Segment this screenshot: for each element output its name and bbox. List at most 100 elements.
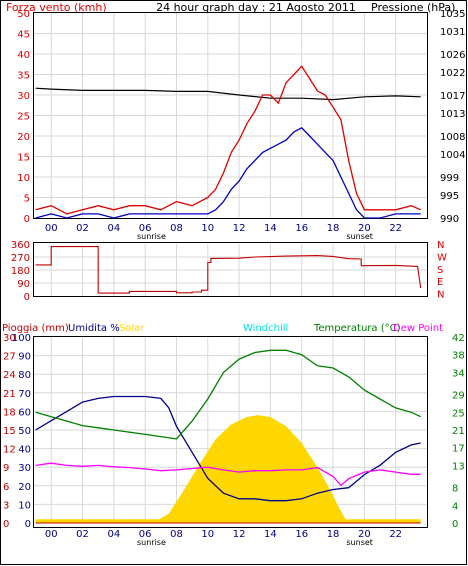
wind-time-tick: 08	[170, 223, 183, 234]
wind-speed-tick: 50	[17, 9, 30, 20]
humidity-tick: 40	[18, 445, 31, 456]
dew-point-line	[35, 462, 421, 487]
climate-time-tick: 02	[76, 529, 89, 540]
pressure-title: Pressione (hPa)	[371, 1, 455, 14]
pressure-tick: 1004	[440, 150, 465, 161]
direction-panel-grid	[34, 244, 427, 296]
pressure-tick: 995	[440, 191, 459, 202]
pressure-tick: 990	[440, 214, 459, 225]
legend-rain: Pioggia (mm)	[2, 323, 69, 334]
climate-panel-time-axis: 00 02 04 06 08 10 12 14 16 18 20 22 sunrise sunset	[45, 529, 402, 547]
rain-tick: 27	[3, 352, 16, 363]
humidity-line	[35, 395, 421, 502]
legend-dew-point: Dew Point	[393, 323, 443, 334]
compass-n-label: N	[437, 290, 444, 301]
temperature-tick: 4	[452, 501, 458, 512]
wind-speed-tick: 10	[17, 173, 30, 184]
wind-time-tick: 20	[358, 223, 371, 234]
temperature-line	[35, 349, 421, 440]
legend-windchill: Windchill	[243, 323, 288, 334]
pressure-tick: 1026	[440, 50, 465, 61]
wind-time-tick: 06	[139, 223, 152, 234]
wind-speed-tick: 25	[17, 112, 30, 123]
wind-pressure-series	[35, 65, 421, 219]
climate-series	[35, 349, 421, 524]
wind-direction-line	[35, 246, 422, 294]
humidity-tick: 80	[18, 370, 31, 381]
pressure-tick: 1031	[440, 27, 465, 38]
temperature-tick: 42	[452, 333, 465, 344]
temperature-tick: 0	[452, 519, 458, 530]
direction-degree-tick: 0	[24, 292, 30, 303]
climate-time-tick: 22	[389, 529, 402, 540]
rain-tick: 24	[3, 370, 16, 381]
sunset-label: sunset	[346, 538, 373, 547]
wind-panel-time-axis: 00 02 04 06 08 10 12 14 16 18 20 22 sunrise sunset	[45, 223, 402, 241]
wind-speed-tick: 0	[24, 214, 30, 225]
humidity-tick: 0	[25, 519, 31, 530]
wind-panel-grid	[34, 13, 427, 218]
pressure-tick: 1017	[440, 91, 465, 102]
wind-speed-tick: 40	[17, 50, 30, 61]
sunrise-label: sunrise	[137, 538, 166, 547]
rain-tick: 12	[3, 445, 16, 456]
pressure-tick: 1013	[440, 109, 465, 120]
sunrise-label: sunrise	[137, 232, 166, 241]
climate-time-tick: 04	[107, 529, 120, 540]
pressure-line	[35, 87, 421, 101]
rain-tick: 9	[3, 463, 9, 474]
rain-tick: 6	[3, 482, 9, 493]
wind-time-tick: 02	[76, 223, 89, 234]
humidity-tick: 90	[18, 352, 31, 363]
graph-day-title: 24 hour graph day : 21 Agosto 2011	[156, 1, 356, 14]
wind-gust-line	[35, 65, 421, 215]
climate-time-tick: 06	[139, 529, 152, 540]
temperature-tick: 17	[452, 444, 465, 455]
pressure-tick: 1008	[440, 132, 465, 143]
direction-degree-tick: 90	[17, 279, 30, 290]
humidity-tick: 10	[18, 500, 31, 511]
solar-area	[35, 415, 421, 523]
wind-time-tick: 10	[201, 223, 214, 234]
wind-speed-tick: 15	[17, 153, 30, 164]
direction-degrees-axis: 0 90 180 270 360	[11, 240, 30, 303]
temperature-tick: 21	[452, 426, 465, 437]
humidity-tick: 100	[12, 333, 31, 344]
rain-tick: 21	[3, 389, 16, 400]
wind-time-tick: 18	[327, 223, 340, 234]
wind-time-tick: 16	[295, 223, 308, 234]
compass-e-label: E	[437, 277, 443, 288]
temperature-tick: 38	[452, 351, 465, 362]
climate-time-tick: 14	[264, 529, 277, 540]
climate-time-tick: 16	[295, 529, 308, 540]
direction-degree-tick: 180	[11, 266, 30, 277]
climate-time-tick: 10	[201, 529, 214, 540]
pressure-tick: 999	[440, 173, 459, 184]
climate-time-tick: 08	[170, 529, 183, 540]
wind-time-tick: 00	[45, 223, 58, 234]
temperature-tick: 34	[452, 368, 465, 379]
wind-time-tick: 22	[389, 223, 402, 234]
rain-tick: 30	[3, 333, 16, 344]
rain-tick: 3	[3, 500, 9, 511]
wind-speed-tick: 5	[24, 194, 30, 205]
temperature-axis: 0 4 8 13 17 21 25 29 34 38 42	[452, 333, 465, 530]
compass-w-label: W	[437, 252, 447, 263]
humidity-tick: 30	[18, 463, 31, 474]
climate-time-tick: 18	[327, 529, 340, 540]
humidity-axis: 0 10 20 30 40 50 60 70 80 90 100	[12, 333, 31, 530]
rain-tick: 18	[3, 407, 16, 418]
legend-solar: Solar	[119, 323, 145, 334]
wind-time-tick: 14	[264, 223, 277, 234]
direction-degree-tick: 270	[11, 253, 30, 264]
direction-degree-tick: 360	[11, 240, 30, 251]
sunset-label: sunset	[346, 232, 373, 241]
wind-speed-tick: 35	[17, 71, 30, 82]
humidity-tick: 70	[18, 389, 31, 400]
compass-n-label: N	[437, 240, 444, 251]
wind-speed-axis: 0 5 10 15 20 25 30 35 40 45 50	[17, 9, 30, 225]
wind-time-tick: 12	[233, 223, 246, 234]
